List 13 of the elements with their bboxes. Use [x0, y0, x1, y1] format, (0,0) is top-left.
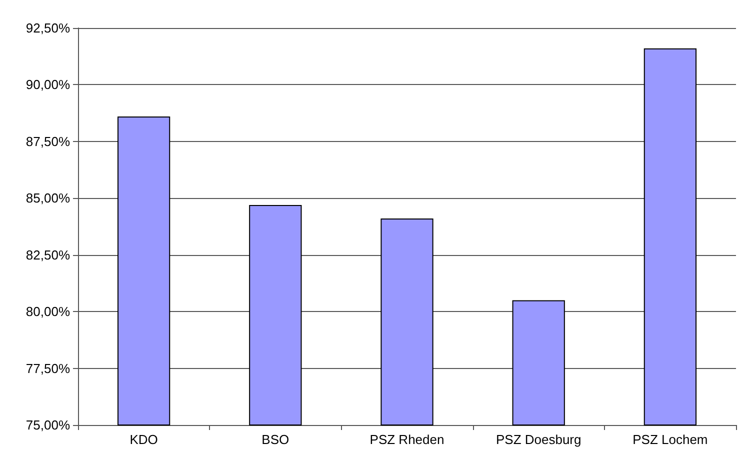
x-tick-label: PSZ Rheden	[370, 432, 444, 447]
y-tick-label: 87,50%	[26, 134, 70, 149]
x-tick-label: PSZ Lochem	[632, 432, 708, 447]
y-tick-label: 80,00%	[26, 304, 70, 320]
x-tick-label: BSO	[262, 432, 290, 447]
y-tick-label: 75,00%	[26, 418, 70, 432]
y-tick-label: 92,50%	[26, 20, 70, 36]
x-tick-label: PSZ Doesburg	[496, 432, 582, 447]
x-tick-label: KDO	[130, 432, 158, 447]
y-tick-label: 77,50%	[26, 360, 70, 376]
y-tick-label: 90,00%	[26, 77, 70, 92]
y-tick-label: 82,50%	[26, 247, 70, 262]
y-tick-label: 85,00%	[26, 190, 70, 206]
